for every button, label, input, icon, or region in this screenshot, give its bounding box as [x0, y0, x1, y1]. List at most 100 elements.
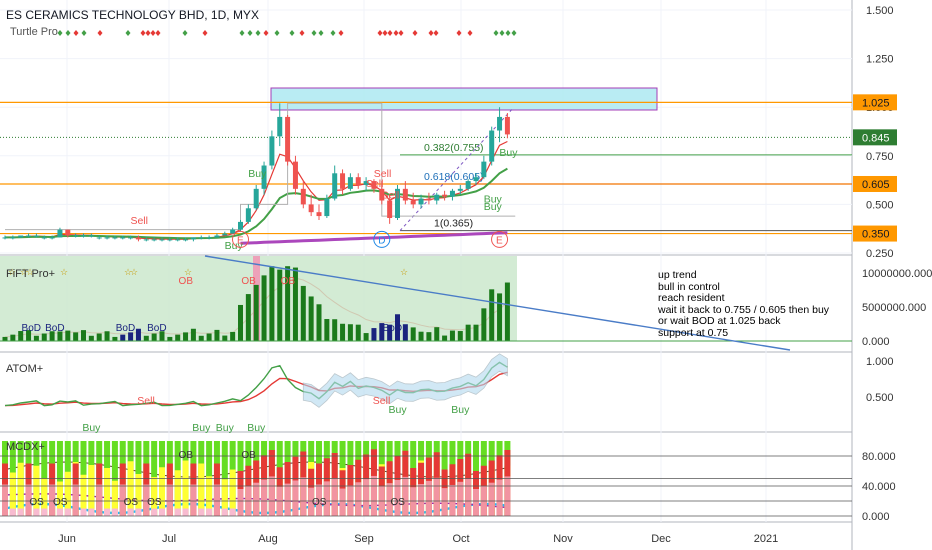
candle-body [277, 116, 283, 137]
volume-bar [442, 335, 448, 341]
fift-signal-label: BoD [383, 323, 402, 334]
fift-signal-label: BoD [45, 323, 64, 334]
price-badge [853, 129, 897, 146]
turtle-dot [125, 30, 131, 36]
mcdx-bar-pink [394, 480, 401, 516]
mcdx-bar-yellow [33, 465, 40, 516]
atom-signal-label: Buy [389, 404, 408, 416]
volume-bar [457, 331, 463, 341]
resistance-box [270, 87, 658, 111]
price-tick-label: 0.250 [866, 248, 894, 260]
turtle-dot [511, 30, 517, 36]
candle-body [308, 204, 314, 213]
candle-body [10, 237, 16, 239]
volume-bar [238, 304, 243, 341]
mcdx-bar-pink [300, 477, 307, 516]
candle-body [340, 173, 346, 189]
turtle-dot [81, 30, 87, 36]
time-tick-label: Sep [354, 533, 374, 545]
signal-label: Buy [248, 168, 267, 180]
volume-bar [190, 328, 196, 341]
mcdx-bar-pink [504, 476, 511, 516]
volume-bar [26, 330, 32, 341]
atom-signal-label: Buy [247, 422, 266, 434]
turtle-dot [467, 30, 473, 36]
mcdx-bar-pink [496, 479, 503, 516]
volume-bar [395, 314, 400, 341]
volume-bar [340, 323, 346, 341]
turtle-dot [330, 30, 336, 36]
time-tick-label: Dec [651, 533, 671, 545]
candle-body [73, 235, 79, 237]
mcdx-bar-pink [72, 484, 79, 516]
volume-bar [481, 308, 487, 341]
candle-body [497, 116, 503, 131]
mcdx-bar-pink [363, 479, 370, 516]
candle-body [347, 177, 353, 189]
turtle-dot [289, 30, 295, 36]
volume-bar [402, 324, 408, 341]
mcdx-bar-yellow [206, 476, 213, 516]
volume-bar [292, 267, 298, 341]
turtle-dot [493, 30, 499, 36]
candle-body [214, 235, 220, 238]
mcdx-bar-pink [198, 511, 205, 516]
candle-body [41, 237, 47, 239]
mcdx-bar-pink [159, 511, 165, 516]
mcdx-bar-pink [261, 479, 268, 516]
annotation-line-2: bull in control [658, 281, 720, 293]
candle-body [387, 200, 393, 219]
candle-body [88, 235, 94, 237]
turtle-dot [57, 30, 63, 36]
turtle-dot [255, 30, 261, 36]
volume-bar [300, 285, 306, 341]
candle-body [222, 233, 228, 236]
candle-body [120, 237, 126, 239]
volume-bar [379, 323, 385, 341]
atom-signal-label: Buy [451, 404, 470, 416]
circle-marker [491, 230, 509, 248]
candle-body [112, 237, 118, 239]
volume-bar [245, 294, 251, 341]
volume-bar [18, 331, 24, 341]
signal-label: Buy [225, 240, 244, 252]
volume-bar [198, 335, 204, 341]
candle-body [395, 188, 400, 219]
mcdx-bar-pink [473, 489, 479, 516]
candle-body [473, 177, 479, 182]
candle-body [183, 239, 189, 241]
turtle-dot [202, 30, 208, 36]
annotation-line-5: or wait BOD at 1.025 back [658, 315, 781, 327]
price-badge-label: 0.350 [862, 229, 890, 241]
mcdx-bar-pink [316, 484, 322, 516]
star-icon: ☆ [26, 267, 34, 277]
mcdx-tick-label: 0.000 [862, 511, 890, 523]
turtle-dot [65, 30, 71, 36]
mcdx-bar-pink [135, 511, 142, 516]
candle-body [426, 198, 432, 201]
volume-bar [418, 331, 424, 341]
turtle-dot [263, 30, 269, 36]
turtle-dot [97, 30, 103, 36]
signal-label: Sell [382, 190, 400, 202]
fift-tick-label: 10000000.000 [862, 268, 932, 280]
mcdx-title: MCDX+ [6, 441, 45, 453]
candle-body [379, 188, 385, 201]
candle-body [49, 237, 55, 239]
volume-bar [65, 330, 71, 341]
mcdx-bar-pink [104, 511, 111, 516]
turtle-dot [155, 30, 161, 36]
candle-body [128, 237, 134, 239]
turtle-dot [150, 30, 156, 36]
candle-body [465, 181, 471, 189]
mcdx-bar-pink [253, 482, 260, 516]
fib-label: 1(0.365) [434, 218, 473, 230]
candle-body [159, 239, 165, 241]
candle-body [355, 177, 361, 185]
candle-body [253, 188, 259, 209]
mcdx-bar-yellow [80, 474, 87, 516]
fib-trend-line [399, 106, 515, 231]
